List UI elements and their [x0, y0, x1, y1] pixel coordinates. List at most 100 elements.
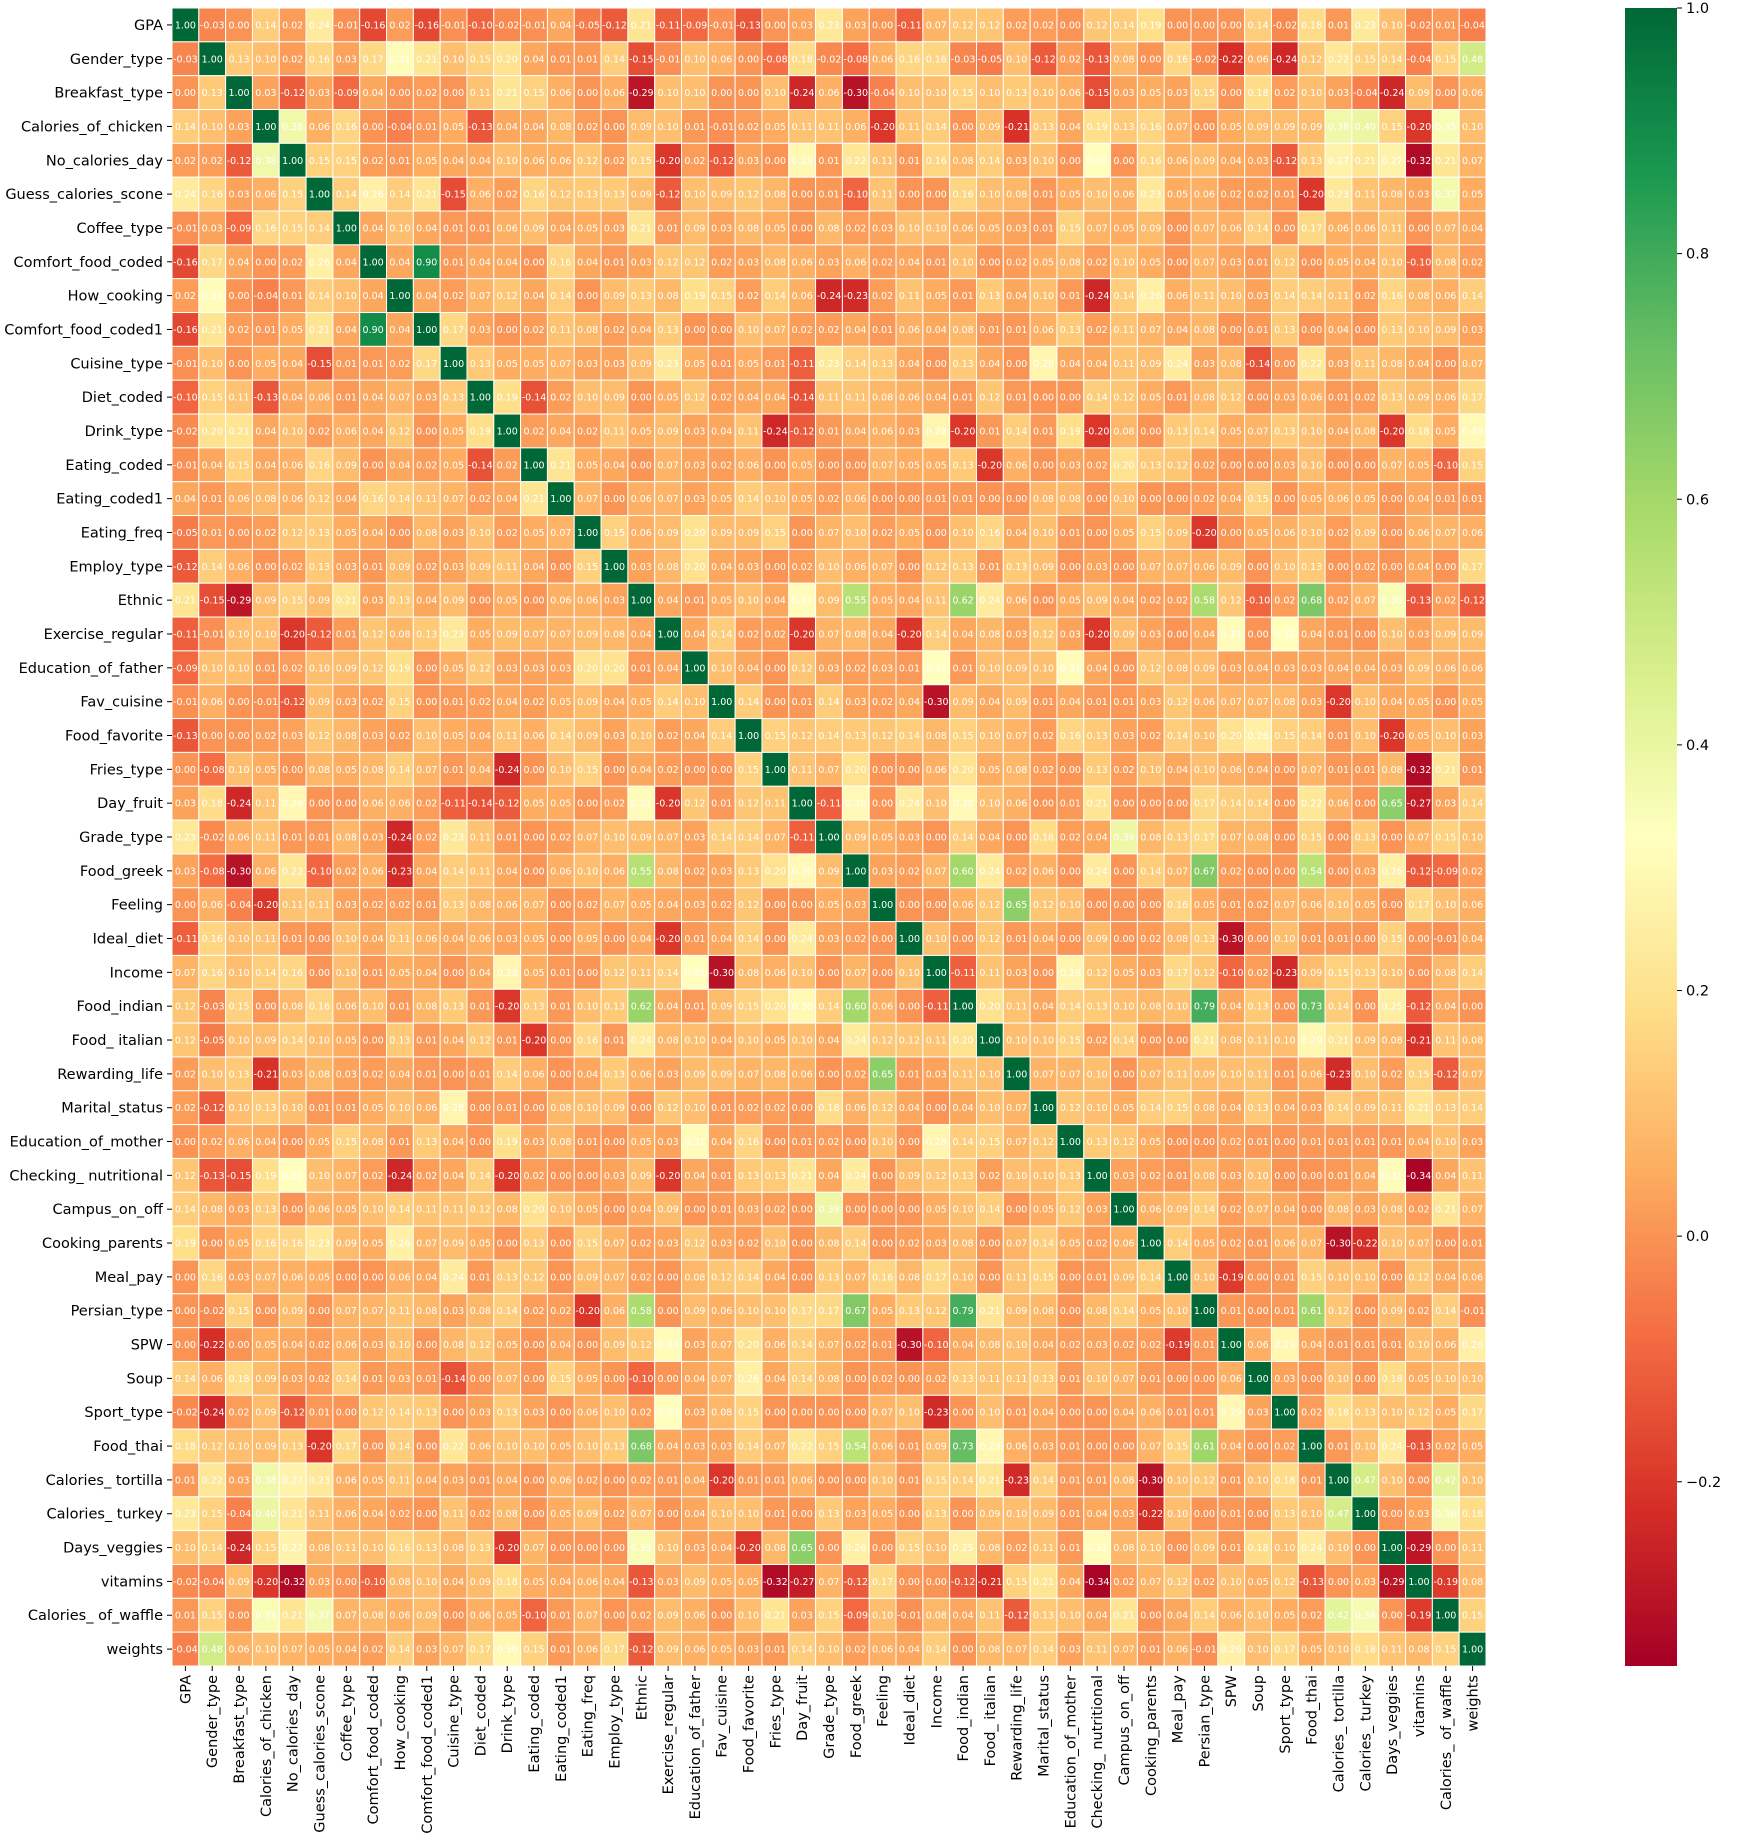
cell-value-label: 0.16	[282, 968, 303, 979]
cell-value-label: 0.01	[818, 156, 839, 167]
cell-value-label: 0.68	[1301, 596, 1322, 607]
cell-value-label: 0.11	[979, 968, 1000, 979]
cell-value-label: 0.14	[738, 1442, 759, 1453]
cell-value-label: 0.02	[738, 1103, 759, 1114]
cell-value-label: 0.07	[1140, 1577, 1161, 1588]
cell-value-label: 0.09	[228, 1577, 249, 1588]
cell-value-label: 0.04	[1087, 663, 1108, 674]
cell-value-label: 0.12	[926, 1306, 947, 1317]
cell-value-label: 0.00	[175, 1137, 196, 1148]
cell-value-label: 0.10	[953, 528, 974, 539]
cell-value-label: 0.15	[1435, 54, 1456, 65]
cell-value-label: 0.06	[1274, 528, 1295, 539]
cell-value-label: 0.02	[470, 1509, 491, 1520]
x-tick-label: Persian_type	[1197, 1675, 1213, 1767]
cell-value-label: 0.03	[1006, 223, 1027, 234]
cell-value-label: 0.15	[1382, 934, 1403, 945]
heatmap-cell	[1270, 109, 1299, 144]
cell-value-label: 0.26	[309, 257, 330, 268]
cell-value-label: 0.00	[872, 799, 893, 810]
cell-value-label: 0.14	[792, 1340, 813, 1351]
cell-value-label: 0.21	[1328, 1036, 1349, 1047]
cell-value-label: -0.20	[978, 460, 1003, 471]
cell-value-label: 0.03	[1435, 799, 1456, 810]
cell-value-label: 0.10	[1435, 731, 1456, 742]
cell-value-label: 0.02	[684, 156, 705, 167]
cell-value-label: 0.06	[228, 562, 249, 573]
cell-value-label: 0.04	[711, 1137, 732, 1148]
cell-value-label: 0.05	[577, 934, 598, 945]
cell-value-label: 0.10	[1301, 460, 1322, 471]
cell-value-label: 0.05	[363, 1475, 384, 1486]
cell-value-label: -0.04	[388, 122, 413, 133]
x-tick-label: Eating_coded	[527, 1675, 543, 1773]
cell-value-label: 0.10	[1221, 291, 1242, 302]
cell-value-label: 0.08	[979, 1340, 1000, 1351]
cell-value-label: 0.17	[818, 1306, 839, 1317]
cell-value-label: 0.10	[1006, 1340, 1027, 1351]
cell-value-label: 0.11	[1006, 1002, 1027, 1013]
cell-value-label: 0.01	[1060, 1374, 1081, 1385]
cell-value-label: 0.21	[631, 20, 652, 31]
cell-value-label: 0.08	[765, 257, 786, 268]
cell-value-label: 0.15	[738, 1002, 759, 1013]
cell-value-label: 0.36	[1435, 1509, 1456, 1520]
cell-value-label: 0.10	[1382, 1408, 1403, 1419]
cell-value-label: 0.10	[202, 359, 223, 370]
cell-value-label: 0.00	[1355, 934, 1376, 945]
cell-value-label: 0.10	[1382, 1239, 1403, 1250]
cell-value-label: 0.06	[845, 122, 866, 133]
cell-value-label: 0.11	[979, 1611, 1000, 1622]
cell-value-label: 0.11	[792, 122, 813, 133]
cell-value-label: 0.32	[926, 663, 947, 674]
cell-value-label: -0.11	[951, 968, 976, 979]
cell-value-label: 0.01	[416, 1374, 437, 1385]
cell-value-label: 0.02	[1274, 1442, 1295, 1453]
cell-value-label: 0.05	[523, 968, 544, 979]
cell-value-label: 0.15	[631, 156, 652, 167]
cell-value-label: 0.03	[443, 1475, 464, 1486]
cell-value-label: 0.05	[711, 596, 732, 607]
cell-value-label: -0.01	[1433, 934, 1458, 945]
cell-value-label: 0.27	[282, 1475, 303, 1486]
cell-value-label: 0.05	[631, 1137, 652, 1148]
cell-value-label: 0.00	[336, 1577, 357, 1588]
cell-value-label: 0.05	[631, 900, 652, 911]
cell-value-label: 0.12	[1113, 393, 1134, 404]
cell-value-label: 0.02	[604, 1509, 625, 1520]
cell-value-label: 0.12	[389, 426, 410, 437]
cell-value-label: 0.16	[1140, 156, 1161, 167]
cell-value-label: 0.08	[255, 494, 276, 505]
cell-value-label: 0.06	[282, 1272, 303, 1283]
cell-value-label: 0.05	[228, 1239, 249, 1250]
cell-value-label: 0.02	[336, 866, 357, 877]
cell-value-label: 0.15	[1462, 1611, 1483, 1622]
cell-value-label: 0.03	[845, 697, 866, 708]
cell-value-label: 0.15	[282, 596, 303, 607]
cell-value-label: 0.00	[523, 1103, 544, 1114]
cell-value-label: 0.35	[631, 1543, 652, 1554]
cell-value-label: 0.23	[1355, 20, 1376, 31]
cell-value-label: 0.14	[738, 1272, 759, 1283]
cell-value-label: 0.08	[550, 1103, 571, 1114]
cell-value-label: 0.07	[818, 1340, 839, 1351]
cell-value-label: 0.03	[818, 934, 839, 945]
cell-value-label: 0.00	[899, 1374, 920, 1385]
cell-value-label: -0.01	[1460, 1306, 1485, 1317]
cell-value-label: 0.12	[1274, 257, 1295, 268]
cell-value-label: 0.14	[1033, 1475, 1054, 1486]
cell-value-label: 0.01	[711, 799, 732, 810]
cell-value-label: 0.03	[1221, 1171, 1242, 1182]
cell-value-label: 0.18	[175, 1442, 196, 1453]
cell-value-label: -0.24	[200, 1408, 225, 1419]
cell-value-label: 0.12	[684, 799, 705, 810]
cell-value-label: 0.03	[1087, 1340, 1108, 1351]
cell-value-label: 0.13	[523, 1239, 544, 1250]
cell-value-label: 1.00	[711, 697, 732, 708]
cell-value-label: 0.04	[979, 833, 1000, 844]
cell-value-label: 0.04	[523, 54, 544, 65]
cell-value-label: 0.00	[926, 900, 947, 911]
cell-value-label: 0.10	[282, 1103, 303, 1114]
cell-value-label: 0.06	[604, 1306, 625, 1317]
cell-value-label: -0.23	[1326, 1069, 1351, 1080]
